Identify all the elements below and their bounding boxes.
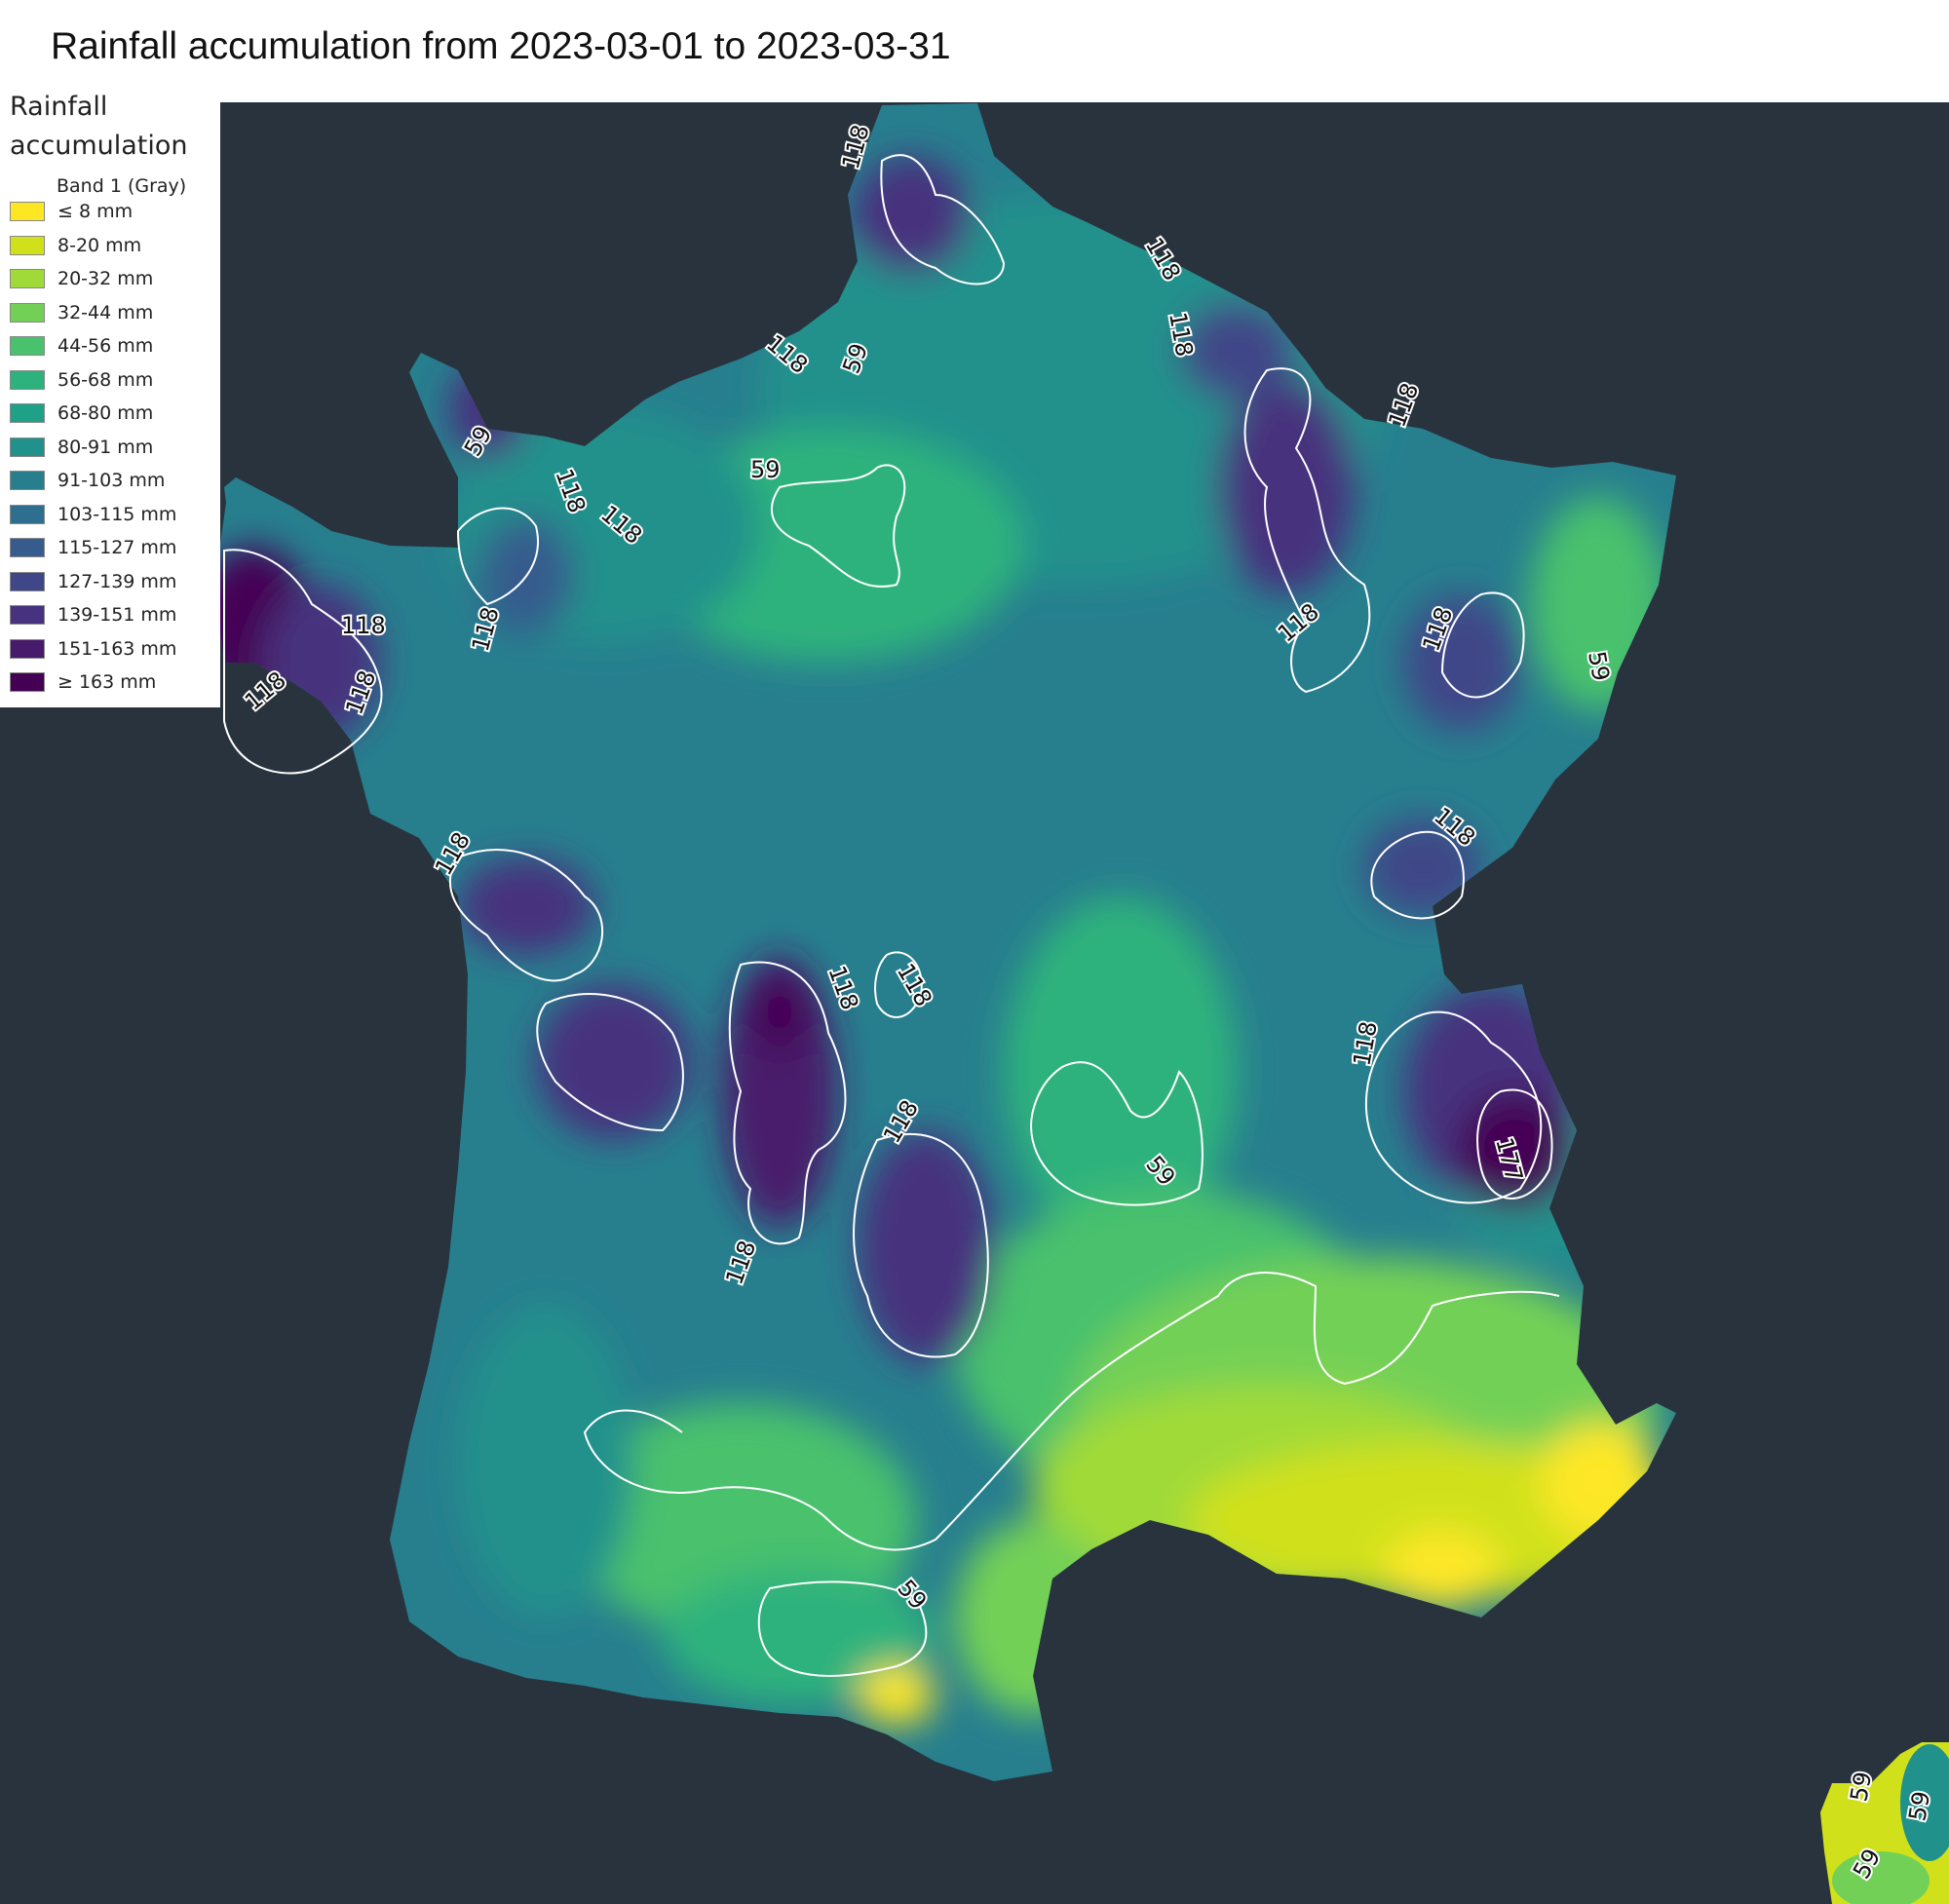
legend-label: 139-151 mm xyxy=(57,604,177,626)
legend-label: ≥ 163 mm xyxy=(57,671,157,693)
contour-118-north xyxy=(880,154,1006,286)
legend-label: 20-32 mm xyxy=(57,268,154,289)
legend-swatch xyxy=(10,403,45,423)
contour-118-normandy xyxy=(456,507,539,606)
contour-118-brittany xyxy=(223,549,383,775)
legend-label: 91-103 mm xyxy=(57,470,166,491)
legend-swatch xyxy=(10,471,45,490)
contour-lines xyxy=(223,154,1560,1677)
legend-title-line2: accumulation xyxy=(10,131,188,161)
contour-label: 59 xyxy=(1583,649,1615,683)
legend-label: 80-91 mm xyxy=(57,436,154,458)
contour-59-paris xyxy=(770,464,906,588)
legend-band-label: Band 1 (Gray) xyxy=(57,175,187,197)
contour-118-east2 xyxy=(1370,830,1465,920)
contour-118-limousin xyxy=(728,961,847,1245)
legend-swatch xyxy=(10,538,45,557)
legend-swatch xyxy=(10,202,45,221)
legend-swatch xyxy=(10,571,45,591)
contour-label: 59 xyxy=(750,456,781,483)
legend-label: 44-56 mm xyxy=(57,335,154,357)
legend-swatch xyxy=(10,235,45,255)
legend-swatch xyxy=(10,672,45,692)
contour-label: 118 xyxy=(1383,379,1424,431)
legend-swatch xyxy=(10,437,45,457)
contour-118-loire xyxy=(448,849,603,982)
legend-label: 151-163 mm xyxy=(57,637,177,660)
legend-label: 56-68 mm xyxy=(57,368,154,391)
contour-label: 118 xyxy=(341,612,386,639)
legend-title: Rainfall accumulation xyxy=(10,88,188,166)
legend-swatch xyxy=(10,605,45,625)
contour-118-small1 xyxy=(874,951,923,1018)
legend-swatch xyxy=(10,504,45,524)
contour-59-center xyxy=(1030,1061,1204,1206)
contour-59-pyrenees xyxy=(757,1580,928,1677)
legend-label: 32-44 mm xyxy=(57,301,154,324)
legend-label: 68-80 mm xyxy=(57,402,154,424)
contour-59-south xyxy=(583,1272,1560,1551)
legend-label: ≤ 8 mm xyxy=(57,201,134,222)
legend-swatch xyxy=(10,369,45,390)
contour-118-northeast xyxy=(1243,367,1371,694)
legend-label: 8-20 mm xyxy=(57,234,142,256)
legend-label: 127-139 mm xyxy=(57,570,177,592)
legend-label: 103-115 mm xyxy=(57,503,177,525)
legend-swatch xyxy=(10,302,45,323)
legend-swatch xyxy=(10,269,45,288)
contour-118-vendee xyxy=(536,993,684,1132)
legend: Rainfall accumulation Band 1 (Gray) ≤ 8 … xyxy=(0,86,220,707)
contour-label: 59 xyxy=(1845,1770,1877,1804)
contour-label: 59 xyxy=(1903,1789,1935,1823)
legend-swatch xyxy=(10,638,45,659)
contour-118-alps xyxy=(1364,1010,1543,1204)
contour-118-east xyxy=(1440,591,1525,699)
legend-title-line1: Rainfall xyxy=(10,92,108,122)
legend-label: 115-127 mm xyxy=(57,537,177,558)
france-rainfall-field xyxy=(214,103,1676,1781)
legend-swatch xyxy=(10,336,45,356)
map-title: Rainfall accumulation from 2023-03-01 to… xyxy=(51,25,951,67)
contour-177-alps xyxy=(1476,1088,1553,1200)
contour-118-massif xyxy=(853,1132,989,1358)
